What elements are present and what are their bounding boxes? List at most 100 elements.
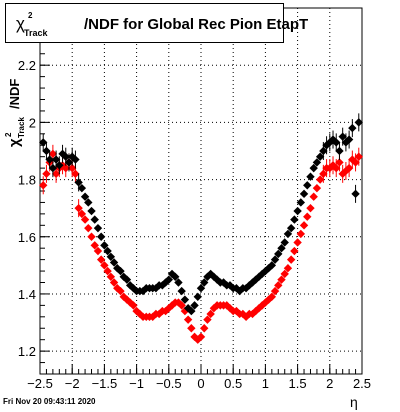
- data-point: [109, 258, 119, 267]
- data-point: [270, 255, 280, 264]
- data-point: [267, 261, 277, 270]
- data-point: [296, 198, 306, 207]
- data-point: [277, 243, 286, 253]
- data-point: [90, 241, 99, 250]
- data-point: [290, 215, 299, 224]
- y-tick-label: 1.4: [18, 287, 36, 302]
- data-point: [274, 281, 283, 290]
- data-point: [51, 169, 61, 179]
- data-point: [274, 249, 283, 259]
- title-chi-symbol: χ: [16, 14, 25, 33]
- data-point: [42, 169, 51, 179]
- data-point: [283, 264, 293, 273]
- y-tick-label: 2: [29, 115, 36, 130]
- data-point: [309, 192, 318, 201]
- data-point: [315, 175, 325, 184]
- x-tick-label: −2: [65, 376, 80, 391]
- data-point: [116, 266, 125, 276]
- data-point: [103, 266, 112, 276]
- data-point: [42, 146, 51, 156]
- data-point: [338, 169, 347, 179]
- axis-ticks: −2.5 −2 −1.5 −1 −0.5 0 0.5 1 1.5 2 2.5 1.2 1.4 1.6 1.8…: [18, 7, 371, 391]
- data-point: [180, 295, 190, 304]
- data-point: [206, 309, 215, 319]
- data-point: [344, 135, 354, 144]
- data-point: [299, 221, 309, 230]
- data-point: [129, 301, 138, 310]
- data-point: [84, 223, 93, 233]
- data-point: [55, 161, 64, 170]
- data-point: [61, 163, 70, 173]
- x-tick-label: −1.5: [92, 376, 118, 391]
- data-point: [96, 232, 106, 241]
- data-point: [51, 155, 61, 164]
- data-point: [106, 272, 116, 281]
- x-tick-label: −1: [129, 376, 144, 391]
- data-point: [113, 264, 122, 273]
- title-subscript: Track: [24, 28, 48, 38]
- data-point: [203, 272, 212, 281]
- data-point: [200, 278, 209, 287]
- data-point: [187, 306, 196, 316]
- title-text: /NDF for Global Rec Pion EtapT: [84, 16, 309, 33]
- data-point: [319, 169, 328, 179]
- data-point: [335, 158, 344, 167]
- data-point: [61, 152, 70, 161]
- data-point: [309, 163, 318, 173]
- data-point: [193, 292, 202, 301]
- data-point: [80, 192, 90, 201]
- x-tick-label: 0.5: [224, 376, 242, 391]
- data-point: [74, 203, 83, 213]
- ylabel-ndf: /NDF: [7, 79, 22, 109]
- data-point: [190, 301, 199, 310]
- data-point: [328, 135, 338, 144]
- data-point: [322, 141, 331, 150]
- grid: [40, 8, 362, 374]
- y-tick-label: 1.8: [18, 173, 36, 188]
- data-point: [325, 163, 334, 173]
- x-tick-label: 1.5: [289, 376, 307, 391]
- data-point: [348, 123, 357, 133]
- data-point: [48, 149, 58, 159]
- data-point: [303, 181, 312, 190]
- data-point: [332, 163, 341, 173]
- data-point: [338, 132, 347, 141]
- data-point: [303, 212, 312, 221]
- data-point: [325, 138, 334, 147]
- data-point: [354, 118, 363, 127]
- data-point: [164, 275, 173, 284]
- data-point: [93, 246, 103, 256]
- data-point: [351, 189, 360, 199]
- data-point: [277, 275, 286, 284]
- data-point: [100, 261, 109, 270]
- data-point: [306, 172, 315, 181]
- data-point: [45, 155, 54, 164]
- data-point: [87, 232, 96, 241]
- data-point: [90, 215, 99, 224]
- data-point: [106, 252, 116, 261]
- data-point: [341, 166, 351, 176]
- data-point: [171, 272, 180, 281]
- plot-frame: [39, 7, 363, 375]
- data-point: [286, 255, 296, 264]
- data-points: [39, 113, 363, 344]
- data-point: [58, 149, 67, 159]
- data-point: [193, 335, 202, 344]
- data-point: [348, 155, 357, 164]
- data-point: [71, 169, 80, 179]
- data-point: [299, 189, 309, 199]
- data-point: [206, 269, 215, 279]
- data-point: [68, 163, 77, 173]
- y-tick-label: 1.6: [18, 230, 36, 245]
- data-point: [183, 315, 193, 324]
- data-point: [293, 238, 302, 247]
- data-point: [80, 215, 90, 224]
- data-point: [187, 324, 196, 333]
- data-point: [177, 286, 186, 296]
- data-point: [174, 278, 183, 287]
- data-point: [200, 324, 209, 333]
- data-point: [196, 284, 206, 293]
- data-point: [64, 158, 74, 167]
- data-point: [109, 278, 119, 287]
